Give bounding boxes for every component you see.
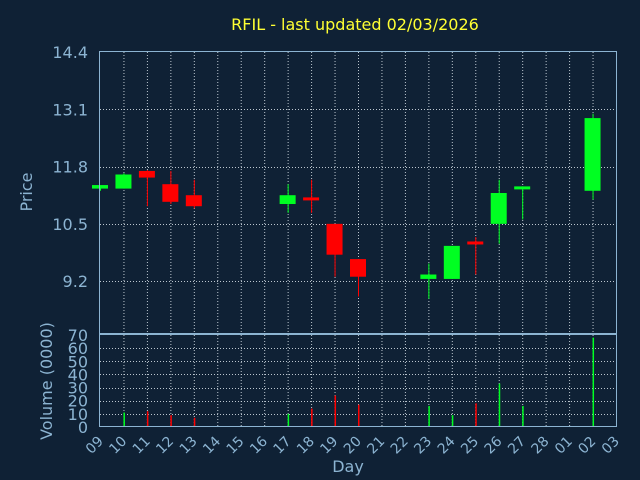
volume-bar [592, 337, 595, 427]
x-tick-label: 24 [435, 433, 459, 457]
x-tick-label: 21 [364, 434, 388, 458]
volume-bar [451, 415, 454, 427]
candle-body [279, 195, 296, 205]
candle-body [443, 245, 460, 279]
candle-body [467, 241, 484, 245]
price-axis-label: Price [17, 172, 36, 211]
candle-body [350, 259, 366, 277]
volume-bars [123, 337, 595, 427]
x-tick-label: 15 [224, 434, 248, 458]
volume-tick-label: 50 [68, 352, 88, 371]
x-tick-label: 10 [106, 434, 130, 458]
candle-body [326, 223, 343, 255]
x-tick-label: 02 [575, 434, 599, 458]
x-tick-label: 14 [200, 433, 224, 457]
x-axis-label: Day [332, 457, 364, 476]
volume-bar [522, 405, 524, 427]
volume-bar [311, 408, 313, 427]
candle-body [303, 197, 320, 201]
candle-body [420, 274, 437, 279]
volume-bar [287, 413, 290, 427]
x-tick-label: 12 [153, 434, 177, 458]
x-tick-label: 20 [341, 434, 365, 458]
volume-bar [193, 417, 196, 427]
volume-bar [170, 415, 172, 427]
x-axis-ticks: 09 10 11 12 13 14 15 16 17 18 19 20 21 22 23 24 25 26 27 28… [83, 433, 623, 457]
volume-bar [146, 411, 149, 427]
x-tick-label: 09 [83, 434, 107, 458]
volume-tick-label: 20 [68, 392, 88, 411]
candle-body [584, 118, 601, 191]
price-tick-label: 11.8 [52, 158, 88, 177]
volume-tick-label: 30 [68, 379, 88, 398]
x-tick-label: 26 [482, 433, 506, 457]
volume-bar [498, 383, 501, 427]
candle-body [185, 195, 202, 207]
volume-bar [428, 405, 430, 427]
candle-body [490, 193, 507, 224]
price-tick-label: 9.2 [63, 272, 88, 291]
x-tick-label: 19 [317, 434, 341, 458]
x-tick-label: 25 [458, 434, 482, 458]
x-tick-label: 16 [247, 433, 271, 457]
x-tick-label: 17 [271, 434, 295, 458]
volume-bar [334, 395, 337, 427]
x-tick-label: 23 [411, 434, 435, 458]
price-tick-label: 13.1 [52, 100, 88, 119]
volume-tick-label: 40 [68, 365, 88, 384]
price-tick-label: 14.4 [52, 43, 88, 62]
x-tick-label: 28 [529, 434, 553, 458]
x-tick-label: 11 [130, 434, 154, 458]
volume-bar [123, 412, 125, 427]
volume-tick-label: 70 [68, 326, 88, 345]
x-tick-label: 22 [388, 434, 412, 458]
candle-body [514, 186, 531, 190]
x-tick-label: 01 [552, 434, 576, 458]
volume-panel-frame [99, 334, 617, 427]
candle-body [162, 184, 179, 202]
x-tick-label: 27 [505, 434, 529, 458]
candle-body [138, 170, 155, 178]
price-panel-frame [99, 51, 617, 334]
volume-tick-label: 0 [78, 418, 88, 437]
price-candles [92, 113, 601, 299]
volume-axis-label: Volume (0000) [37, 322, 56, 440]
volume-bar [475, 403, 477, 427]
volume-bar [358, 404, 360, 427]
x-tick-label: 18 [294, 434, 318, 458]
x-tick-label: 13 [177, 434, 201, 458]
candle-body [115, 174, 132, 189]
price-tick-label: 10.5 [52, 215, 88, 234]
price-axis-ticks: 14.4 13.1 11.8 10.5 9.2 [52, 43, 88, 291]
volume-tick-label: 10 [68, 405, 88, 424]
x-tick-label: 03 [599, 434, 623, 458]
volume-tick-label: 60 [68, 339, 88, 358]
chart-title: RFIL - last updated 02/03/2026 [231, 15, 479, 34]
